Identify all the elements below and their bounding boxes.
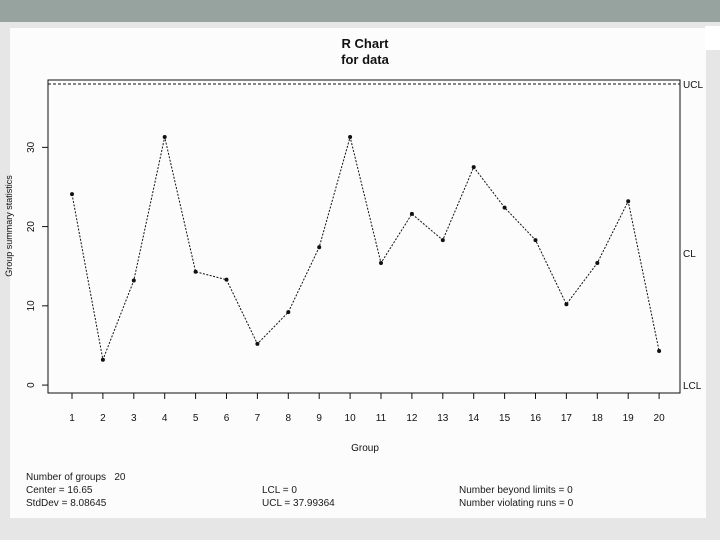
data-point	[409, 211, 414, 216]
slide-corner-tab	[705, 26, 720, 50]
y-tick-label: 0	[26, 382, 37, 388]
stat-beyond-limits: Number beyond limits = 0	[459, 485, 573, 496]
x-tick-label: 7	[255, 413, 261, 424]
x-tick-label: 12	[406, 413, 418, 424]
data-point	[224, 277, 229, 282]
data-point	[162, 135, 167, 140]
control-label-ucl: UCL	[683, 80, 703, 91]
data-point	[255, 341, 260, 346]
x-tick-label: 20	[654, 413, 666, 424]
x-tick-label: 9	[316, 413, 322, 424]
data-point	[595, 261, 600, 266]
data-point	[193, 269, 198, 274]
control-label-lcl: LCL	[683, 381, 702, 392]
plot-frame	[47, 79, 681, 394]
x-tick-label: 15	[499, 413, 511, 424]
data-point	[317, 245, 322, 250]
data-point	[379, 261, 383, 266]
y-tick-label: 20	[26, 221, 37, 233]
x-tick-label: 6	[224, 413, 230, 424]
x-tick-label: 1	[69, 413, 75, 424]
x-tick-label: 13	[437, 413, 449, 424]
series-group	[70, 135, 662, 362]
x-tick-label: 10	[345, 413, 357, 424]
stat-violating-runs: Number violating runs = 0	[459, 498, 574, 509]
stat-number-of-groups: Number of groups 20	[26, 472, 126, 483]
series-line	[71, 135, 660, 362]
data-point	[440, 238, 445, 243]
y-tick-label: 30	[26, 141, 37, 153]
data-point	[70, 192, 74, 197]
control-label-cl: CL	[683, 249, 696, 260]
x-axis: 1 2 3 4 5 6 7 8 9 10 11 12 13 14 15 16 17 18 19 20	[69, 393, 665, 424]
y-axis-label: Group summary statistics	[4, 175, 14, 277]
y-tick-label: 10	[26, 300, 37, 312]
x-tick-label: 14	[468, 413, 480, 424]
stat-ucl: UCL = 37.99364	[262, 498, 335, 509]
x-tick-label: 11	[376, 413, 387, 424]
x-tick-label: 19	[623, 413, 635, 424]
x-tick-label: 5	[193, 413, 199, 424]
slide-top-bar	[0, 0, 720, 22]
x-tick-label: 2	[100, 413, 106, 424]
data-point	[626, 199, 631, 204]
stat-stddev: StdDev = 8.08645	[26, 498, 107, 509]
data-point	[657, 349, 662, 354]
x-axis-label: Group	[351, 443, 379, 454]
y-axis: 0 10 20 30	[26, 141, 48, 388]
chart-title: R Chart	[342, 36, 390, 51]
data-point	[533, 238, 538, 243]
stat-lcl: LCL = 0	[262, 485, 297, 496]
x-tick-label: 17	[561, 413, 573, 424]
data-point	[471, 165, 476, 170]
data-point	[564, 302, 569, 307]
x-tick-label: 4	[162, 413, 168, 424]
x-tick-label: 18	[592, 413, 604, 424]
data-point	[348, 135, 353, 140]
x-tick-label: 16	[530, 413, 542, 424]
stat-center: Center = 16.65	[26, 485, 93, 496]
x-tick-label: 3	[131, 413, 137, 424]
data-point	[131, 278, 136, 283]
x-tick-label: 8	[286, 413, 292, 424]
chart-subtitle: for data	[341, 52, 389, 67]
control-limits: UCL CL LCL	[48, 80, 703, 392]
data-point	[502, 205, 507, 210]
plot-sheet	[10, 28, 706, 518]
data-point	[100, 357, 105, 362]
data-point	[286, 310, 291, 315]
